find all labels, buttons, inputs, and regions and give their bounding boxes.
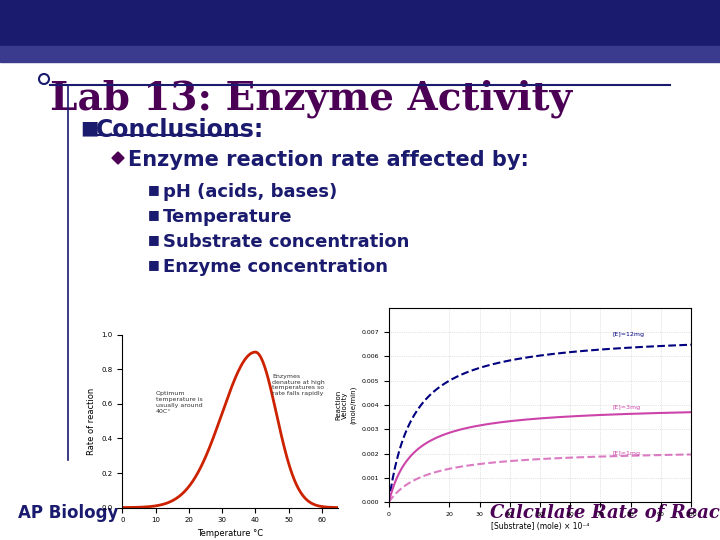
Text: [E]=12mg: [E]=12mg — [613, 332, 644, 337]
Text: Enzymes
denature at high
temperatures so
rate falls rapidly: Enzymes denature at high temperatures so… — [272, 374, 325, 396]
Text: pH (acids, bases): pH (acids, bases) — [163, 183, 337, 201]
Text: Temperature: Temperature — [163, 208, 292, 226]
Text: [E]=3mg: [E]=3mg — [613, 404, 641, 410]
Text: [E]=1mg: [E]=1mg — [613, 451, 641, 456]
Text: Conclusions:: Conclusions: — [96, 118, 264, 142]
Bar — [0, 0, 720, 46]
Text: ■: ■ — [148, 208, 160, 221]
Text: ■: ■ — [80, 118, 99, 137]
Text: Lab 13: Enzyme Activity: Lab 13: Enzyme Activity — [50, 80, 572, 118]
Text: ■: ■ — [148, 233, 160, 246]
Polygon shape — [112, 152, 124, 164]
Text: AP Biology: AP Biology — [18, 504, 118, 522]
X-axis label: [Substrate] (mole) × 10⁻⁴: [Substrate] (mole) × 10⁻⁴ — [491, 523, 589, 531]
Text: ■: ■ — [148, 258, 160, 271]
Text: Enzyme concentration: Enzyme concentration — [163, 258, 388, 276]
Y-axis label: Reaction
Velocity
(mole/min): Reaction Velocity (mole/min) — [336, 386, 356, 424]
Text: Optimum
temperature is
usually around
40C°: Optimum temperature is usually around 40… — [156, 391, 202, 414]
Bar — [0, 46, 720, 62]
Text: ■: ■ — [148, 183, 160, 196]
Text: Substrate concentration: Substrate concentration — [163, 233, 410, 251]
Text: Enzyme reaction rate affected by:: Enzyme reaction rate affected by: — [128, 150, 529, 170]
X-axis label: Temperature °C: Temperature °C — [197, 529, 264, 538]
Y-axis label: Rate of reaction: Rate of reaction — [87, 388, 96, 455]
Text: Calculate Rate of Reaction: Calculate Rate of Reaction — [490, 504, 720, 522]
